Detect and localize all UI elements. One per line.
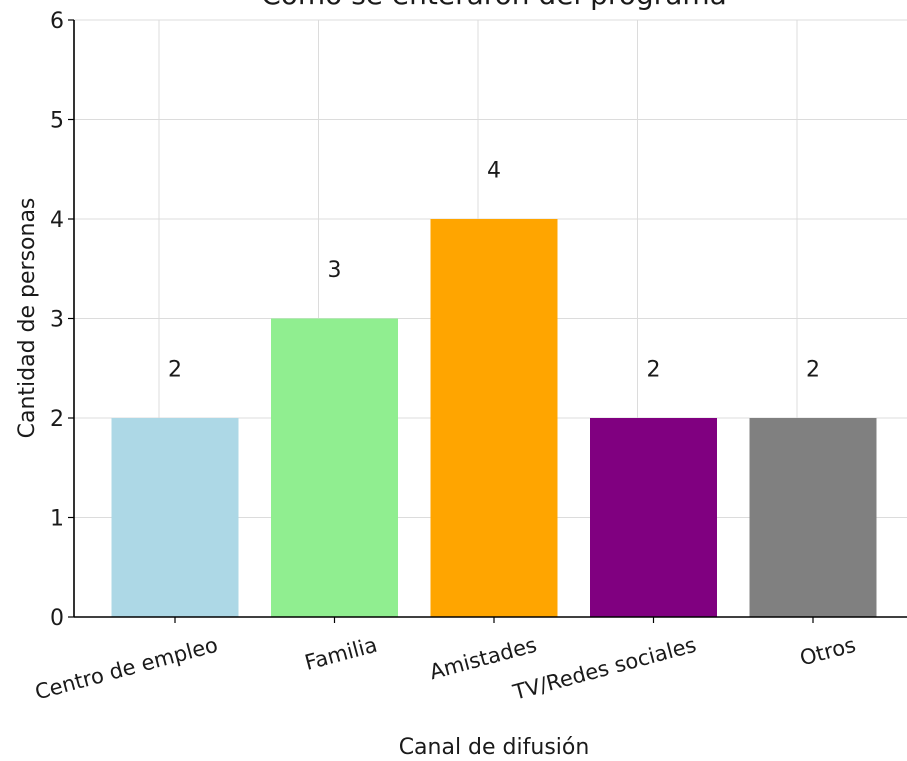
bar-1 [271, 318, 398, 617]
x-tick-labels: Centro de empleo Familia AmistadesTV/Redes… [32, 633, 858, 705]
y-tick-label-6: 6 [50, 9, 64, 34]
y-tick-label-3: 3 [50, 308, 64, 333]
bar-value-label-2: 4 [487, 158, 501, 183]
x-tick-label-2: Amistades [427, 633, 539, 685]
chart-title: Cómo se enteraron del programa [261, 0, 727, 11]
y-tick-label-0: 0 [50, 606, 64, 631]
bar-value-label-1: 3 [328, 258, 342, 283]
bar-value-label-3: 2 [647, 357, 661, 382]
bar-4 [749, 418, 877, 617]
x-axis-label: Canal de difusión [399, 735, 590, 760]
y-tick-label-4: 4 [50, 208, 64, 233]
x-tick-label-3: TV/Redes sociales [510, 633, 699, 705]
bar-2 [430, 219, 558, 617]
x-tick-label-1: Familia [302, 633, 380, 675]
axes [68, 19, 907, 623]
bar-0 [111, 418, 239, 617]
y-tick-labels: 0 1 2 3 4 5 6 [50, 9, 64, 631]
y-tick-label-2: 2 [50, 407, 64, 432]
bars [111, 219, 877, 617]
bar-3 [590, 418, 717, 617]
y-axis-label: Cantidad de personas [15, 198, 40, 439]
x-tick-label-0: Centro de empleo [32, 633, 220, 705]
y-tick-label-1: 1 [50, 507, 64, 532]
bar-value-label-4: 2 [806, 357, 820, 382]
bar-value-labels: 2 3 4 2 2 [168, 158, 820, 382]
y-tick-label-5: 5 [50, 109, 64, 134]
bar-value-label-0: 2 [168, 357, 182, 382]
x-tick-label-4: Otros [797, 633, 858, 671]
